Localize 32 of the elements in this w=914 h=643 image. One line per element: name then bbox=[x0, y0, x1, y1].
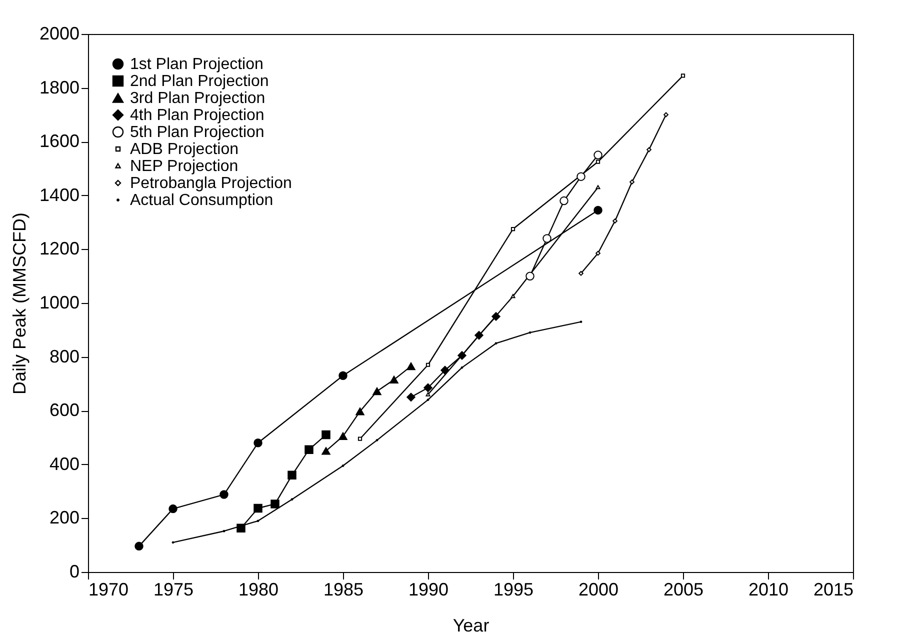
y-tick-label: 1600 bbox=[39, 131, 80, 152]
x-tick-label: 2010 bbox=[748, 580, 789, 600]
legend-label: Actual Consumption bbox=[130, 192, 274, 209]
x-tick-label: 2015 bbox=[813, 580, 854, 600]
legend-label: 1st Plan Projection bbox=[130, 56, 264, 73]
legend-label: 3rd Plan Projection bbox=[130, 90, 266, 107]
y-tick-label: 0 bbox=[69, 562, 80, 582]
y-tick-label: 2000 bbox=[39, 24, 80, 44]
legend-label: 2nd Plan Projection bbox=[130, 73, 269, 90]
x-tick-label: 1970 bbox=[88, 580, 129, 600]
legend-label: 4th Plan Projection bbox=[130, 107, 264, 124]
y-tick-label: 1800 bbox=[39, 77, 80, 98]
x-axis-title: Year bbox=[452, 616, 490, 636]
x-tick-label: 1975 bbox=[153, 580, 194, 600]
x-tick-label: 1985 bbox=[323, 580, 364, 600]
y-tick-label: 1400 bbox=[39, 184, 80, 205]
legend-label: 5th Plan Projection bbox=[130, 124, 264, 141]
x-tick-label: 2005 bbox=[663, 580, 704, 600]
y-tick-label: 400 bbox=[49, 454, 80, 474]
legend-label: ADB Projection bbox=[130, 141, 238, 158]
x-tick-label: 2000 bbox=[578, 580, 619, 600]
y-tick-label: 1200 bbox=[39, 238, 80, 259]
y-tick-label: 800 bbox=[49, 346, 80, 366]
y-tick-label: 1000 bbox=[39, 292, 80, 312]
legend-label: Petrobangla Projection bbox=[130, 175, 292, 192]
y-tick-label: 200 bbox=[49, 508, 80, 528]
legend-label: NEP Projection bbox=[130, 158, 238, 175]
y-tick-label: 600 bbox=[49, 400, 80, 420]
x-tick-label: 1980 bbox=[238, 580, 279, 600]
x-tick-label: 1990 bbox=[408, 580, 449, 600]
y-axis-title: Daily Peak (MMSCFD) bbox=[9, 212, 30, 395]
x-tick-label: 1995 bbox=[493, 580, 534, 600]
